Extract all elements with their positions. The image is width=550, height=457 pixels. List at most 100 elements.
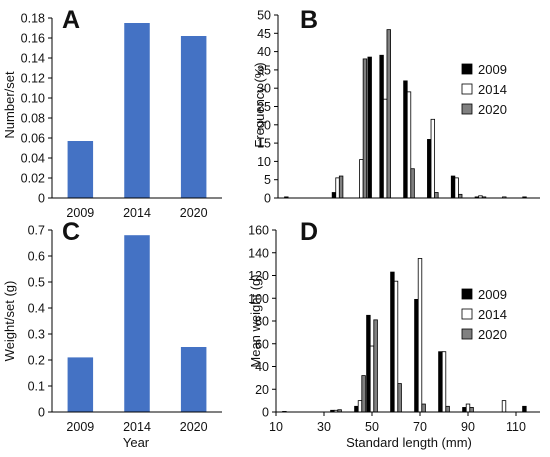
ytick-label: 0.6 bbox=[28, 250, 45, 264]
ytick-label: 0.14 bbox=[21, 52, 45, 66]
bar-2009-75 bbox=[427, 139, 432, 199]
legend-swatch-2014 bbox=[461, 83, 473, 95]
bar-2009-85 bbox=[450, 175, 456, 199]
panel-c-xticks: 2009 2014 2020 bbox=[66, 420, 207, 434]
bar-2009-50 bbox=[366, 314, 371, 413]
panel-b-yticks: 0 5 10 15 20 25 30 35 40 45 50 bbox=[257, 9, 278, 206]
legend-swatch-2009 bbox=[461, 63, 473, 75]
panel-c-bars bbox=[67, 235, 207, 412]
xtick-label: 2014 bbox=[123, 420, 151, 434]
bar-2020-45 bbox=[362, 58, 368, 199]
ytick-label: 20 bbox=[257, 118, 271, 132]
ytick-label: 0.4 bbox=[28, 302, 45, 316]
bar-2020-45 bbox=[361, 375, 366, 413]
bar-2014-50 bbox=[369, 345, 375, 413]
bar-2009-80 bbox=[438, 351, 443, 413]
ytick-label: 40 bbox=[255, 360, 269, 374]
xtick-label: 110 bbox=[506, 420, 526, 434]
legend-label-2020: 2020 bbox=[478, 327, 507, 342]
bar-2020-85 bbox=[458, 193, 463, 199]
bar-2020-70 bbox=[421, 403, 426, 413]
legend-label-2009: 2009 bbox=[478, 62, 507, 77]
bar-2014-90 bbox=[465, 403, 471, 413]
panel-a-yticks: 0 0.02 0.04 0.06 0.08 0.10 0.12 0.14 0.16 0.18 bbox=[21, 12, 52, 206]
ytick-label: 0.3 bbox=[28, 328, 45, 342]
ytick-label: 45 bbox=[257, 27, 271, 41]
panel-c-ylabel: Weight/set (g) bbox=[2, 281, 17, 362]
ytick-label: 10 bbox=[257, 155, 271, 169]
legend-label-2014: 2014 bbox=[478, 307, 507, 322]
ytick-label: 0.18 bbox=[21, 12, 45, 26]
xtick-label: 2014 bbox=[123, 206, 151, 220]
bar-2009-70 bbox=[414, 298, 419, 413]
xtick-label: 2009 bbox=[66, 206, 94, 220]
bar-2020-75 bbox=[434, 192, 439, 199]
panel-a: A Number/set 0 0.02 0.04 0.06 0.08 0.10 0.12 0.… bbox=[2, 6, 222, 220]
panel-b-legend: 2009 2014 2020 bbox=[461, 62, 507, 117]
bar-2009-50 bbox=[367, 56, 372, 199]
panel-a-bars bbox=[67, 23, 207, 198]
xtick-label: 90 bbox=[461, 420, 475, 434]
bar-2020-65 bbox=[410, 168, 415, 199]
xtick-label: 50 bbox=[365, 420, 379, 434]
ytick-label: 0.04 bbox=[21, 152, 45, 166]
ytick-label: 0.5 bbox=[28, 276, 45, 290]
legend-swatch-2020 bbox=[461, 103, 473, 115]
ytick-label: 0.1 bbox=[28, 380, 45, 394]
legend-swatch-2020 bbox=[461, 328, 473, 340]
bar-2009 bbox=[67, 357, 94, 412]
ytick-label: 0 bbox=[264, 192, 271, 206]
legend-swatch-2009 bbox=[461, 288, 473, 300]
bar-2014-85 bbox=[454, 177, 459, 199]
bar-2014-80 bbox=[441, 351, 447, 413]
bar-2014-45 bbox=[359, 159, 364, 199]
ytick-label: 20 bbox=[255, 383, 269, 397]
ytick-label: 0 bbox=[38, 192, 45, 206]
ytick-label: 0.02 bbox=[21, 172, 45, 186]
bar-2009-65 bbox=[403, 80, 408, 199]
xtick-label: 10 bbox=[269, 420, 283, 434]
panel-b-letter: B bbox=[300, 6, 318, 34]
legend-swatch-2014 bbox=[461, 308, 473, 320]
ytick-label: 0 bbox=[38, 406, 45, 420]
bar-2020 bbox=[180, 36, 207, 198]
panel-d: D Mean weight (g) 020406080100120140160 … bbox=[248, 218, 540, 450]
panel-d-yticks: 0 20 40 60 80 100 120 140 160 bbox=[248, 224, 276, 420]
bar-2020-60 bbox=[397, 383, 402, 413]
bar-2014 bbox=[124, 235, 150, 412]
bar-2009-90 bbox=[462, 407, 467, 413]
ytick-label: 40 bbox=[257, 45, 271, 59]
ytick-label: 100 bbox=[248, 292, 269, 306]
xtick-label: 2009 bbox=[66, 420, 94, 434]
xtick-label: 2020 bbox=[180, 420, 208, 434]
ytick-label: 120 bbox=[248, 269, 269, 283]
panel-a-xticks: 2009 2014 2020 bbox=[66, 206, 207, 220]
bar-2014-45 bbox=[357, 400, 363, 413]
bar-2020-90 bbox=[469, 407, 474, 413]
panel-b: B Frequency (%) 0 5 10 15 20 25 30 35 40 45 50 200… bbox=[252, 6, 540, 206]
bar-2009 bbox=[67, 141, 94, 198]
ytick-label: 35 bbox=[257, 63, 271, 77]
bar-2014-75 bbox=[430, 118, 436, 199]
ytick-label: 60 bbox=[255, 337, 269, 351]
ytick-label: 30 bbox=[257, 82, 271, 96]
legend-label-2014: 2014 bbox=[478, 82, 507, 97]
bar-2020-80 bbox=[445, 405, 450, 413]
legend-label-2020: 2020 bbox=[478, 102, 507, 117]
bar-2020-35 bbox=[338, 175, 344, 199]
panel-c-letter: C bbox=[62, 218, 80, 246]
bar-2009-35 bbox=[331, 192, 337, 199]
ytick-label: 0.2 bbox=[28, 354, 45, 368]
panel-c-yticks: 0 0.1 0.2 0.3 0.4 0.5 0.6 0.7 bbox=[28, 224, 52, 420]
panel-a-letter: A bbox=[62, 6, 80, 34]
xtick-label: 70 bbox=[413, 420, 427, 434]
panel-d-ylabel: Mean weight (g) bbox=[248, 274, 263, 367]
legend-label-2009: 2009 bbox=[478, 287, 507, 302]
ytick-label: 0.08 bbox=[21, 112, 45, 126]
bar-2009-45 bbox=[354, 405, 359, 413]
ytick-label: 0.10 bbox=[21, 92, 45, 106]
ytick-label: 50 bbox=[257, 9, 271, 23]
ytick-label: 140 bbox=[248, 246, 269, 260]
panel-d-legend: 2009 2014 2020 bbox=[461, 287, 507, 342]
